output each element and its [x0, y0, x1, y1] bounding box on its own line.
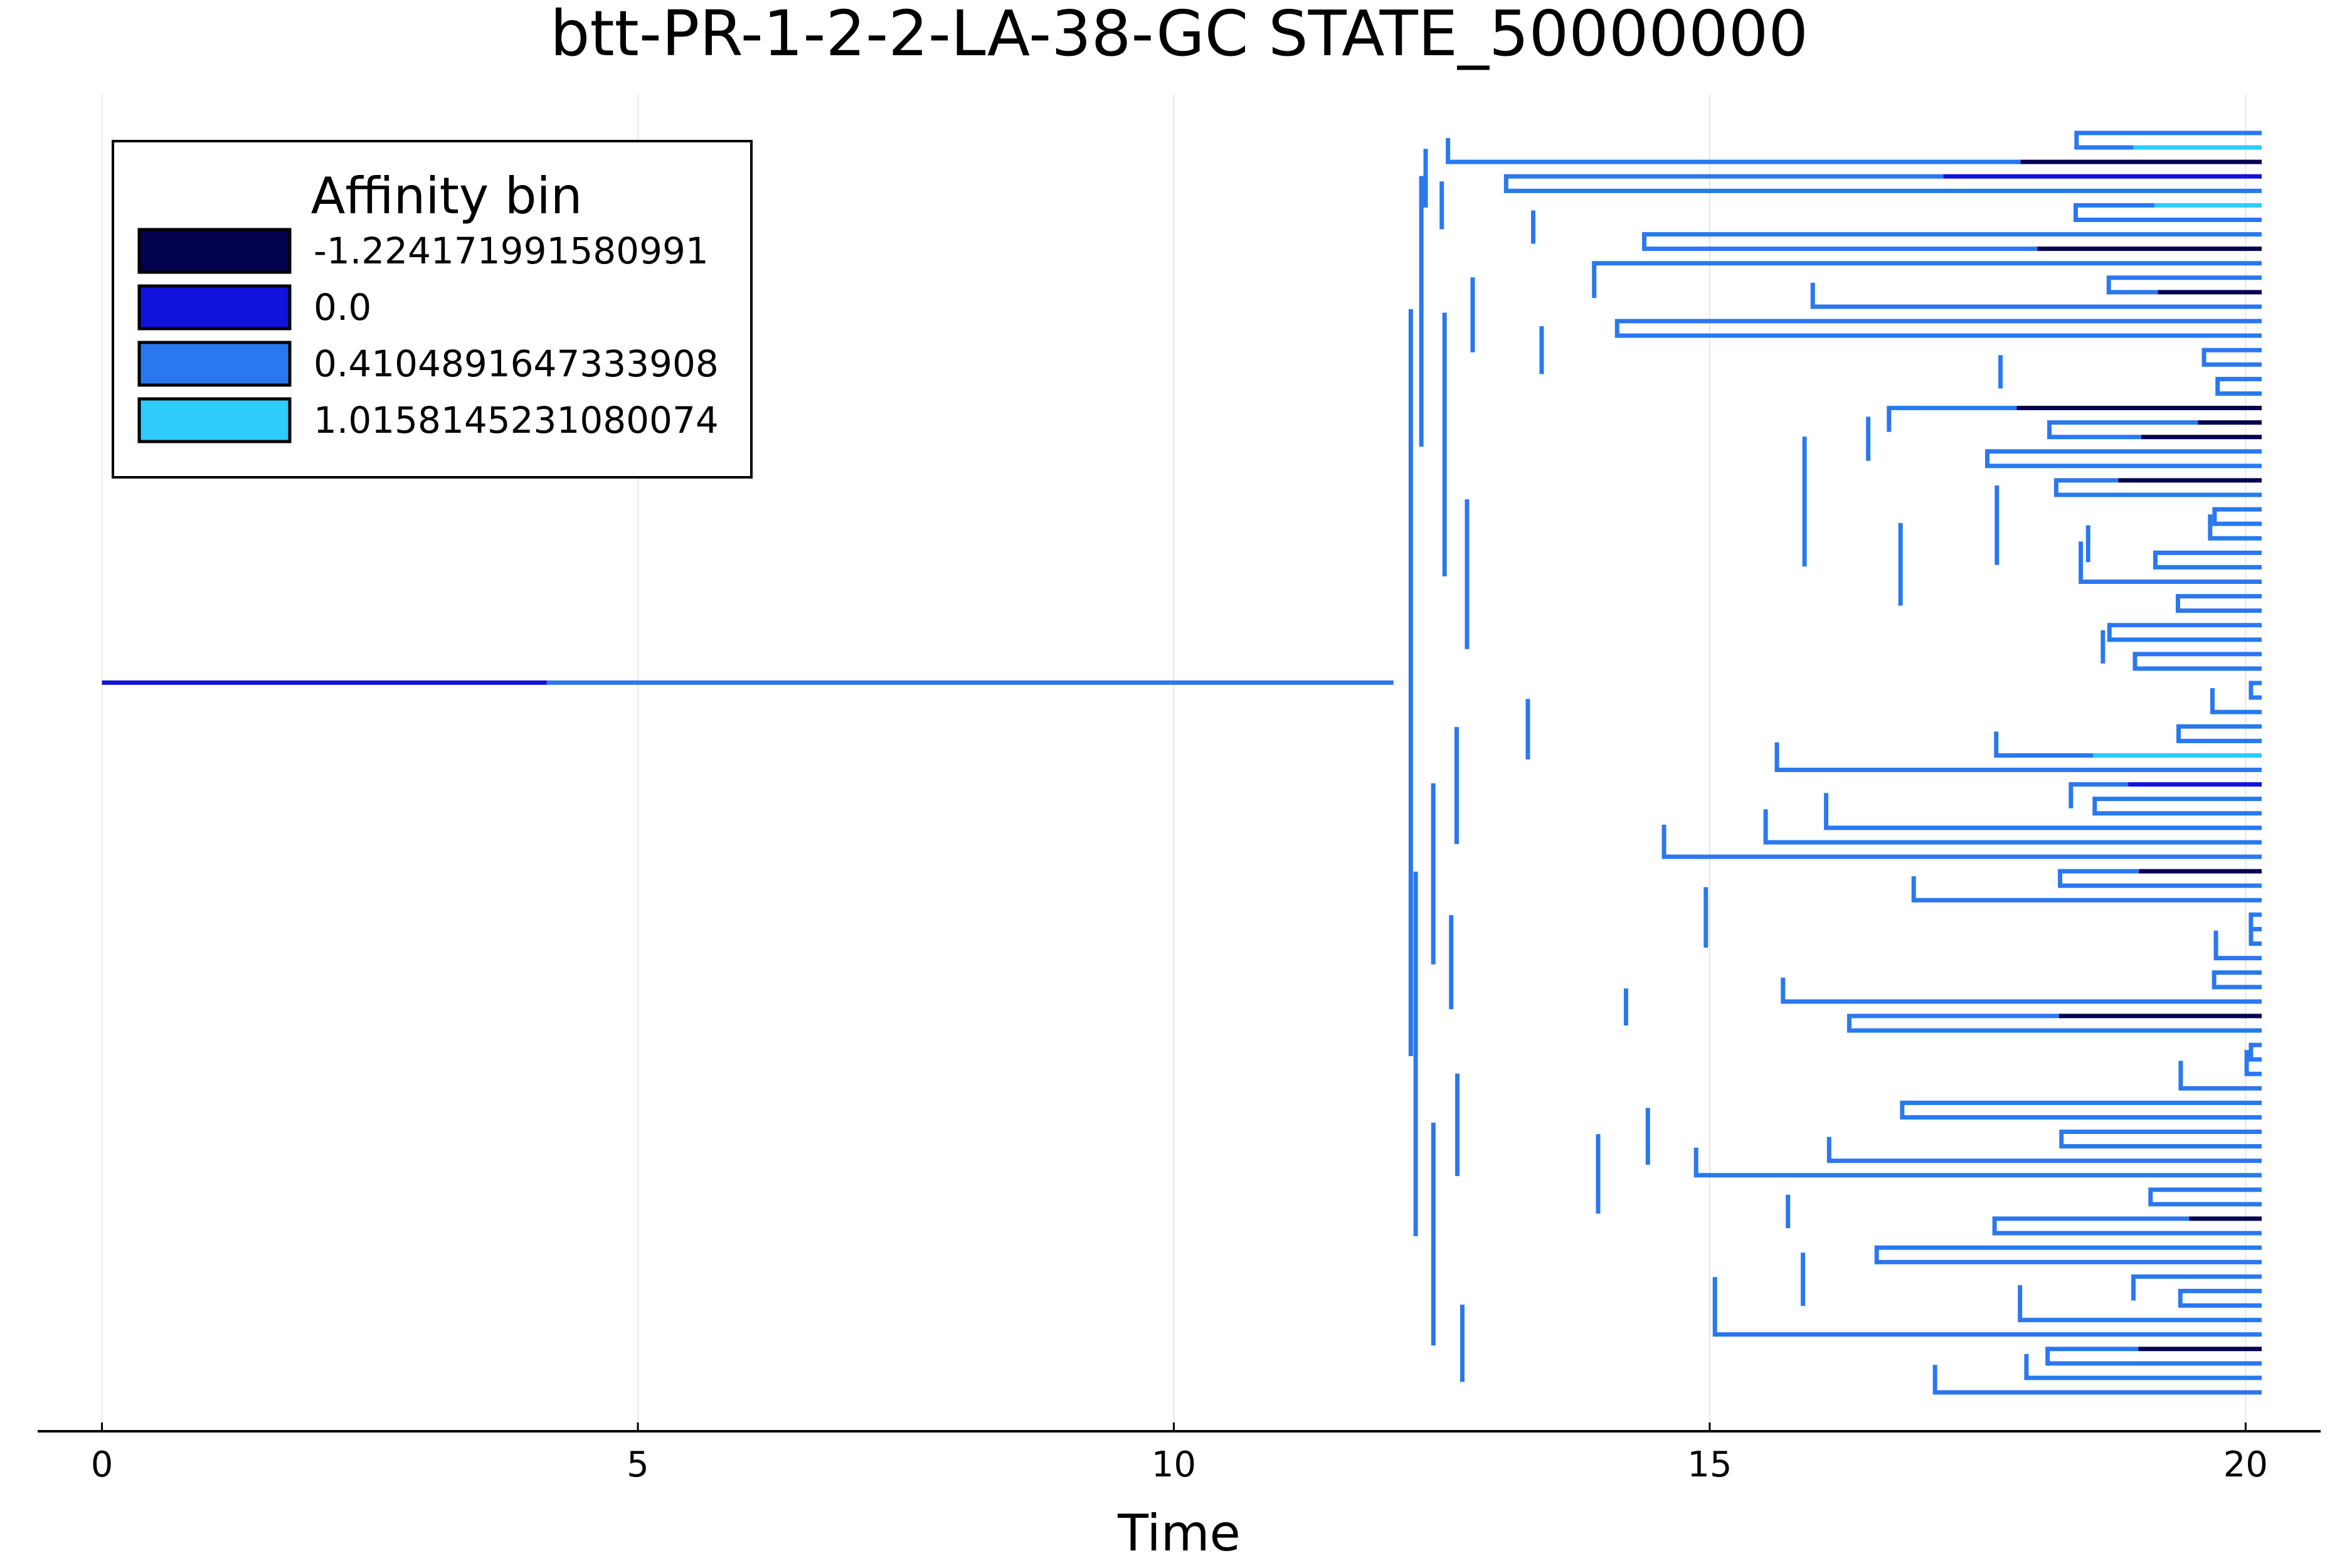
- legend-label: -1.224171991580991: [314, 230, 709, 272]
- x-tick-label: 10: [1152, 1444, 1196, 1485]
- x-ticks: 0 5 10 15 20: [91, 1422, 2268, 1485]
- x-tick-label: 20: [2223, 1444, 2268, 1485]
- legend-swatch: [137, 341, 292, 387]
- x-axis-label: Time: [1117, 1504, 1241, 1562]
- legend-entries: -1.224171991580991 0.0 0.4104891647333908 1…: [137, 228, 719, 443]
- legend-swatch: [137, 397, 292, 443]
- legend-label: 1.0158145231080074: [314, 399, 719, 442]
- chart-title: btt-PR-1-2-2-LA-38-GC STATE_50000000: [550, 0, 1808, 70]
- legend: Affinity bin -1.224171991580991 0.0 0.4104…: [112, 140, 753, 479]
- legend-label: 0.0: [314, 286, 371, 329]
- legend-label: 0.4104891647333908: [314, 342, 719, 385]
- x-tick-label: 5: [627, 1444, 649, 1485]
- x-tick-label: 0: [91, 1444, 114, 1485]
- x-tick-label: 15: [1687, 1444, 1732, 1485]
- legend-swatch: [137, 228, 292, 274]
- legend-title: Affinity bin: [311, 167, 583, 225]
- legend-swatch: [137, 284, 292, 331]
- branches: [102, 130, 2262, 1395]
